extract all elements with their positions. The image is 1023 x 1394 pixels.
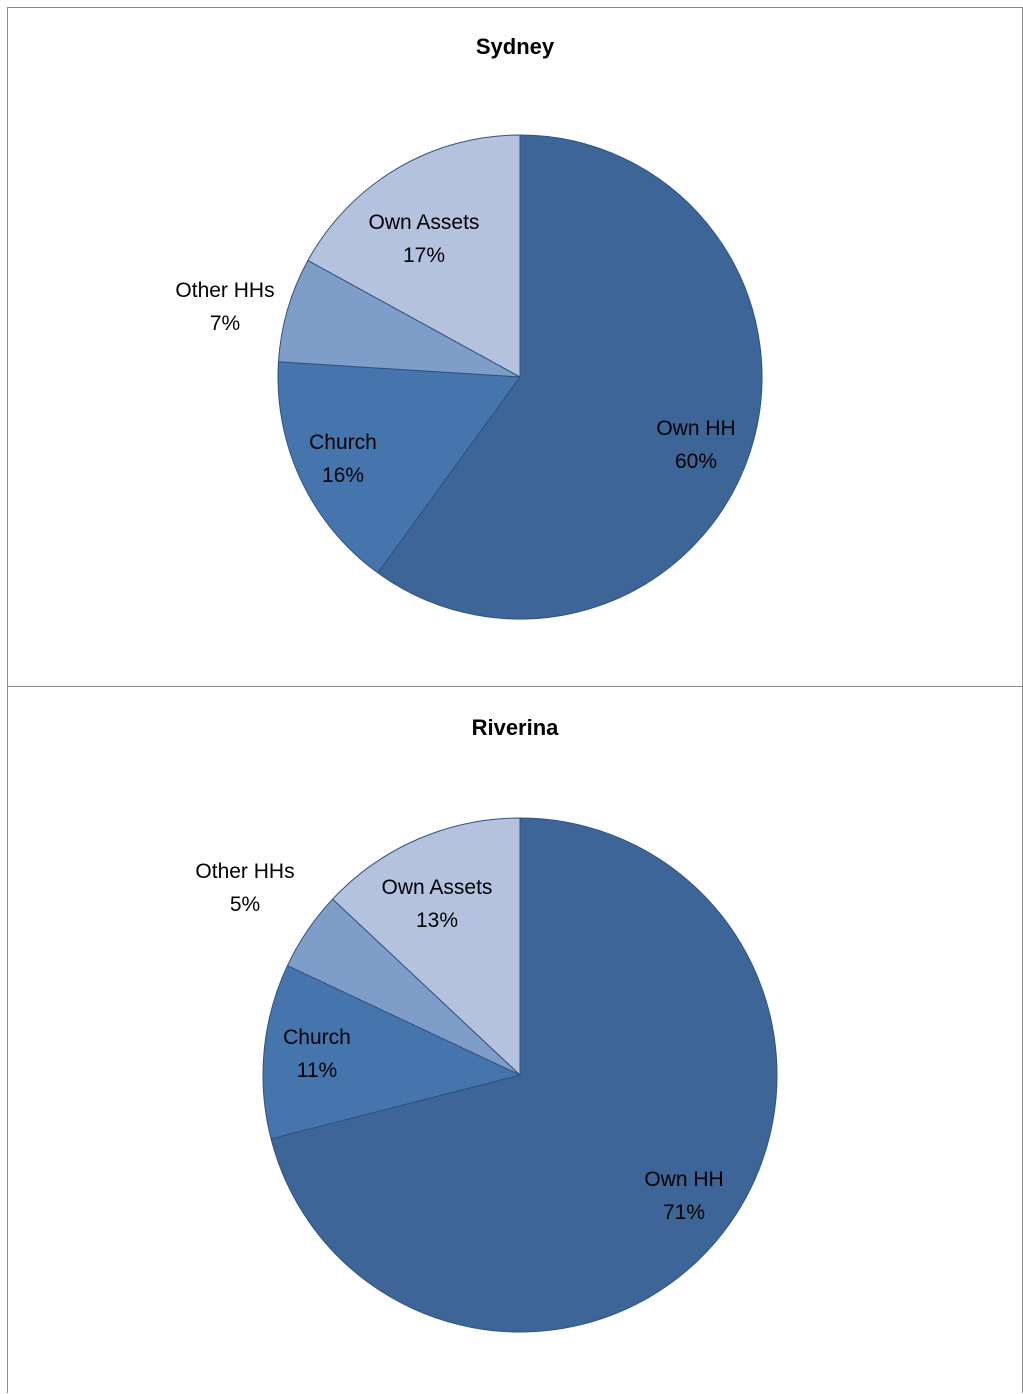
- riverina-pie-chart: Own HH 71% Church 11% Other HHs 5% Own Assets 1…: [195, 817, 778, 1333]
- slice-name: Own HH: [644, 1168, 723, 1191]
- data-label-other-hhs: Other HHs 7%: [175, 279, 274, 335]
- slice-percent: 60%: [675, 450, 717, 473]
- pie-slice-own-hh: [270, 817, 778, 1333]
- chart-title: Sydney: [475, 34, 555, 59]
- data-label-own-assets: Own Assets 17%: [369, 211, 480, 267]
- chart-title: Riverina: [471, 715, 559, 740]
- slice-percent: 7%: [210, 312, 240, 335]
- data-label-own-assets: Own Assets 13%: [382, 876, 493, 932]
- slice-name: Own HH: [656, 417, 735, 440]
- data-label-own-hh: Own HH 60%: [656, 417, 735, 473]
- pie-slice-church: [262, 964, 522, 1140]
- data-label-other-hhs: Other HHs 5%: [195, 860, 294, 916]
- data-label-church: Church 16%: [309, 431, 377, 487]
- slice-percent: 71%: [663, 1201, 705, 1224]
- slice-name: Own Assets: [382, 876, 493, 899]
- slice-name: Church: [309, 431, 377, 454]
- sydney-chart-panel: Sydney Own HH 60% Church 16% Other HHs 7% Own …: [7, 7, 1023, 687]
- slice-percent: 17%: [403, 244, 445, 267]
- pie-slice-own-hh: [377, 134, 763, 620]
- slice-name: Own Assets: [369, 211, 480, 234]
- data-label-church: Church 11%: [283, 1026, 351, 1082]
- pie-slice-other-hhs: [277, 259, 521, 378]
- pie-slice-own-assets: [307, 134, 521, 378]
- sydney-pie-chart: Own HH 60% Church 16% Other HHs 7% Own Assets 1…: [175, 134, 763, 620]
- slice-percent: 13%: [416, 909, 458, 932]
- pie-slice-own-assets: [331, 817, 521, 1077]
- data-label-own-hh: Own HH 71%: [644, 1168, 723, 1224]
- slice-percent: 11%: [297, 1059, 337, 1082]
- slice-name: Other HHs: [175, 279, 274, 302]
- pie-slice-church: [277, 361, 521, 574]
- slice-percent: 16%: [322, 464, 364, 487]
- riverina-chart-panel: Riverina Own HH 71% Church 11% Other HHs 5% Ow…: [7, 686, 1023, 1393]
- slice-percent: 5%: [230, 893, 260, 916]
- slice-name: Other HHs: [195, 860, 294, 883]
- slice-name: Church: [283, 1026, 351, 1049]
